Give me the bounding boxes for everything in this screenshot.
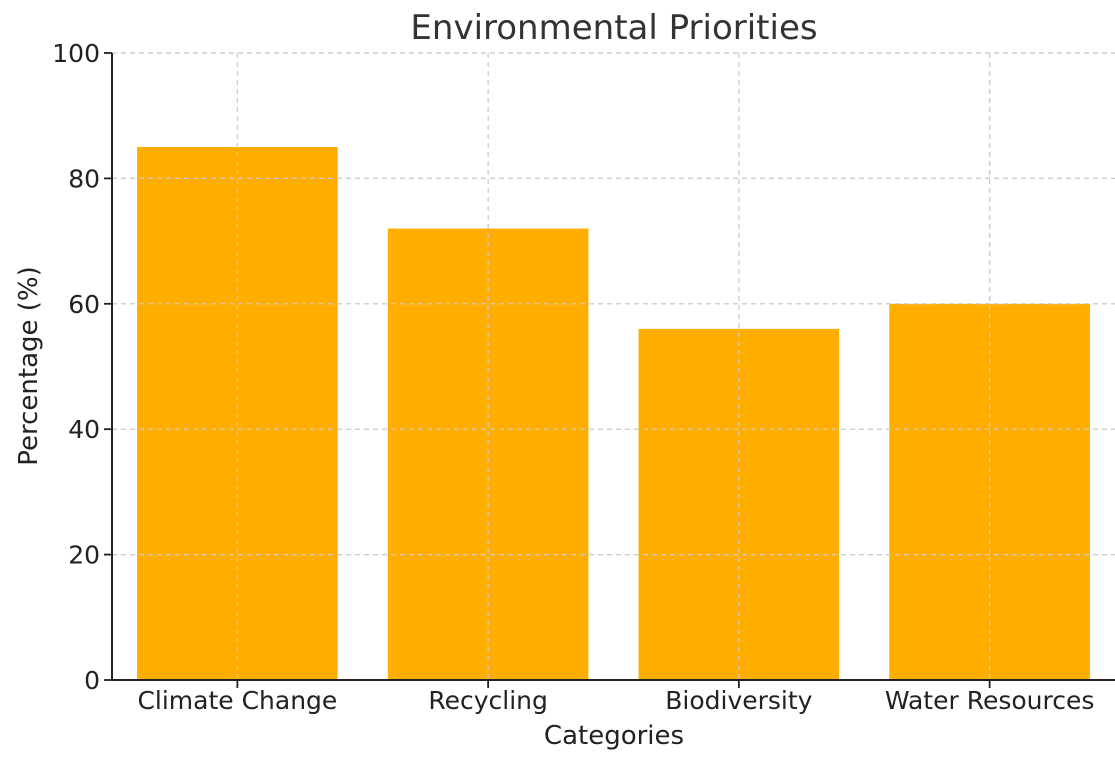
bars-layer <box>112 52 1115 681</box>
ticks-layer: 0 20 40 60 80 100 Climate Change Recycling Biodi… <box>52 39 1094 715</box>
bar <box>889 303 1090 680</box>
y-tick-label: 20 <box>68 541 100 570</box>
y-tick-label: 100 <box>52 39 100 68</box>
axes-layer <box>111 53 1115 681</box>
x-axis-label: Categories <box>544 721 684 751</box>
chart-title: Environmental Priorities <box>410 8 817 48</box>
y-tick-label: 0 <box>84 666 100 695</box>
x-tick-label: Recycling <box>428 686 548 715</box>
y-tick-label: 60 <box>68 290 100 319</box>
y-axis-label: Percentage (%) <box>14 266 44 466</box>
y-tick-label: 80 <box>68 164 100 193</box>
x-tick-label: Water Resources <box>885 686 1095 715</box>
y-tick-label: 40 <box>68 415 100 444</box>
x-tick-label: Climate Change <box>137 686 337 715</box>
x-tick-label: Biodiversity <box>665 686 812 715</box>
